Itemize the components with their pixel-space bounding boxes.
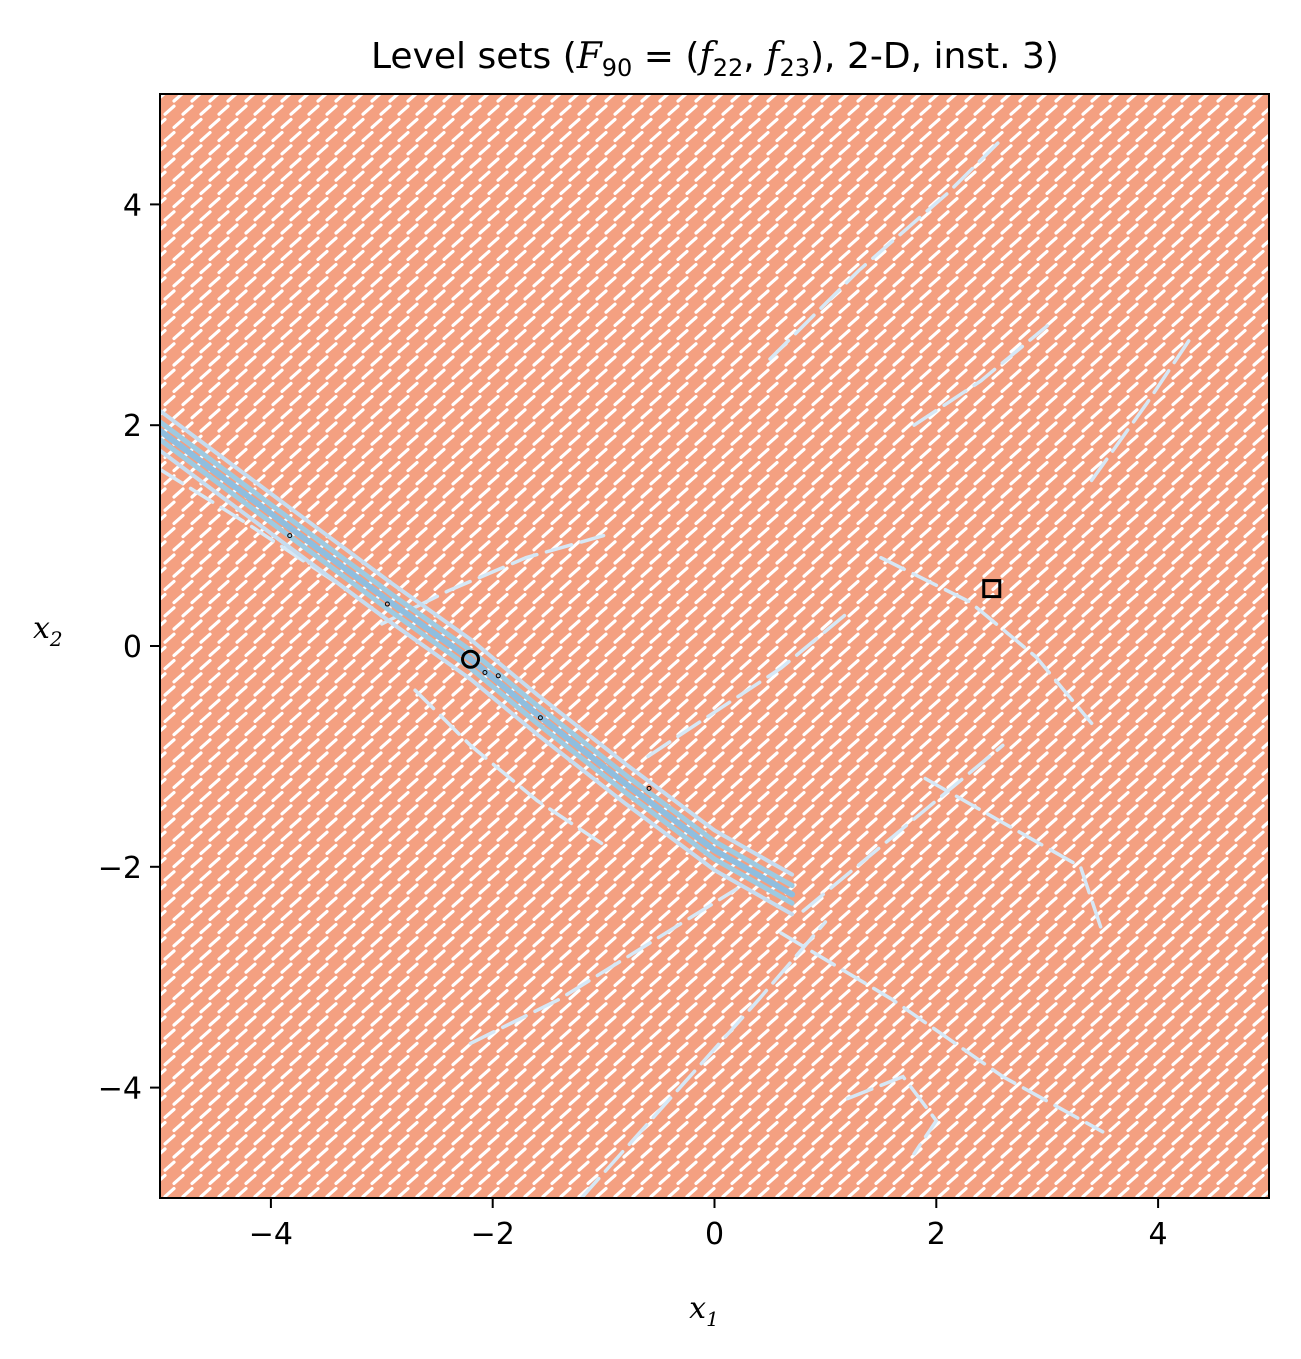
f22-ridge-line: [160, 437, 795, 906]
f22-level-line: [1089, 335, 1194, 483]
f22-level-line: [923, 776, 1105, 935]
x-tick-label: −4: [249, 1217, 293, 1252]
f22-ridge-line: [160, 408, 795, 877]
f22-level-line: [845, 1074, 939, 1156]
f22-level-lines: [160, 136, 1194, 1198]
f22-level-line: [801, 743, 1005, 913]
y-tick-label: −2: [98, 851, 142, 886]
f22-level-line: [912, 324, 1049, 427]
f22-ridge-line: [160, 419, 795, 889]
markers: [287, 533, 1002, 791]
f22-level-line: [646, 611, 850, 759]
y-axis: −4 −2 0 2 4: [98, 188, 160, 1107]
x-axis-label: x1: [689, 1291, 719, 1331]
local-minimum-marker: [646, 785, 652, 791]
y-tick-label: −4: [98, 1072, 142, 1107]
f22-level-line: [768, 136, 1005, 361]
x-tick-label: 4: [1149, 1217, 1168, 1252]
f22-level-line: [579, 920, 828, 1198]
f22-level-line: [380, 533, 606, 626]
f22-level-line: [468, 887, 739, 1046]
f22-level-line: [779, 931, 1105, 1134]
x-tick-label: 0: [705, 1217, 724, 1252]
local-minimum-marker: [384, 601, 390, 607]
local-minimum-marker: [537, 715, 543, 721]
optimum-f22-marker: [461, 649, 481, 669]
x-tick-label: −2: [471, 1217, 515, 1252]
local-minimum-marker: [495, 673, 501, 679]
local-minimum-marker: [287, 533, 293, 539]
y-axis-label: x2: [33, 611, 63, 651]
plot-area: [160, 94, 1269, 1198]
x-axis: −4 −2 0 2 4: [249, 1198, 1168, 1252]
x-tick-label: 2: [927, 1217, 946, 1252]
y-tick-label: 0: [123, 630, 142, 665]
f22-level-line: [879, 555, 1094, 726]
y-tick-label: 2: [123, 409, 142, 444]
f22-ridge-line: [160, 427, 796, 898]
chart-title: Level sets (F90 = (f22, f23), 2-D, inst.…: [371, 36, 1059, 82]
y-tick-label: 4: [123, 188, 142, 223]
f22-level-line: [413, 688, 606, 847]
f22-ridge-line: [160, 448, 795, 917]
local-minimum-marker: [482, 669, 488, 675]
optimum-f23-marker: [982, 579, 1002, 599]
